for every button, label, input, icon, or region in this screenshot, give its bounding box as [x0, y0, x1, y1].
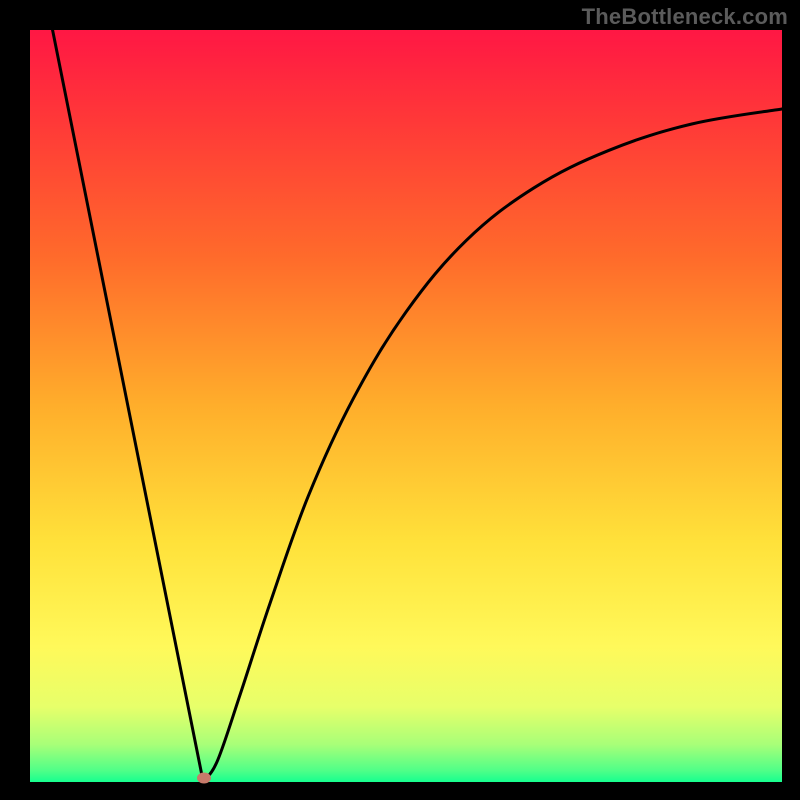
curve-layer — [30, 30, 782, 782]
watermark-text: TheBottleneck.com — [582, 4, 788, 30]
plot-area — [30, 30, 782, 782]
chart-frame: TheBottleneck.com — [0, 0, 800, 800]
minimum-marker — [197, 773, 211, 784]
bottleneck-curve — [53, 30, 782, 781]
